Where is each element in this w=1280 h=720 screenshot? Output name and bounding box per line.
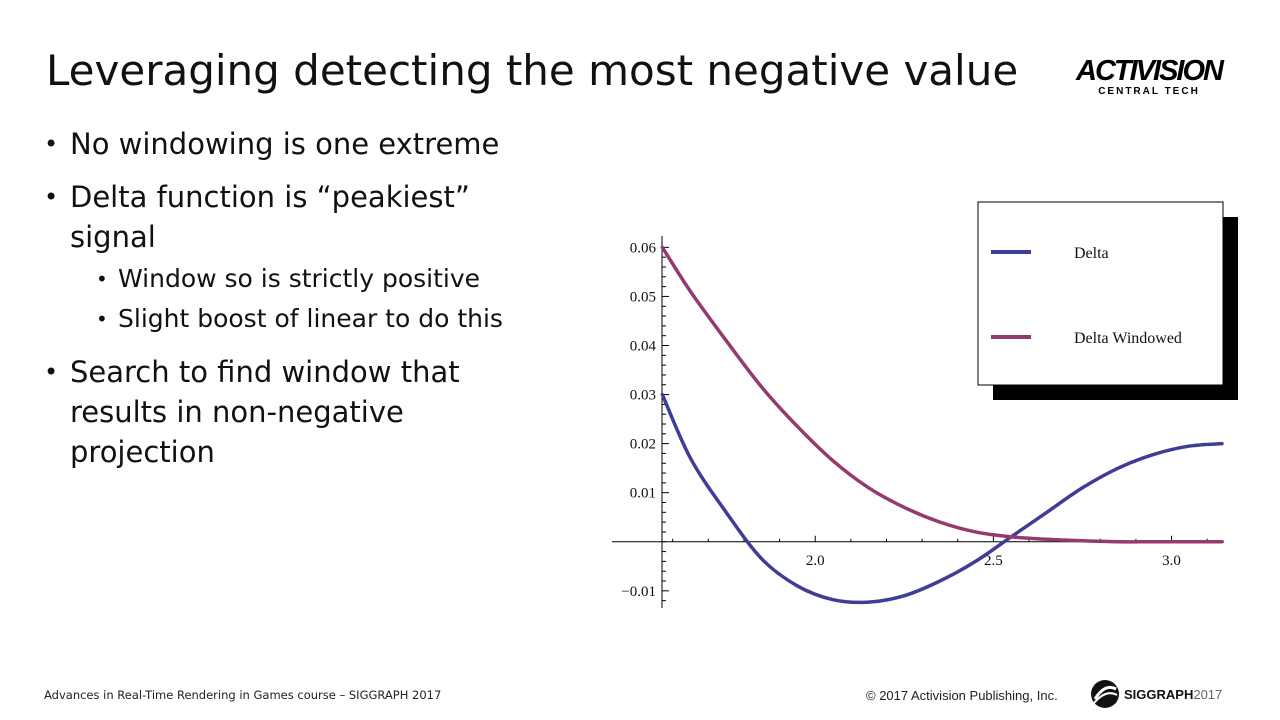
- bullet-dot: •: [44, 358, 59, 386]
- bullet-item: • No windowing is one extreme: [44, 124, 564, 164]
- siggraph-logo: SIGGRAPH2017: [1090, 678, 1222, 710]
- sub-bullet-item: • Slight boost of linear to do this: [70, 299, 564, 339]
- x-tick-label: 2.5: [984, 553, 1003, 569]
- bullet-text: No windowing is one extreme: [70, 127, 500, 161]
- sub-bullet-text: Window so is strictly positive: [118, 264, 481, 293]
- bullet-text: Delta function is “peakiest” signal: [70, 180, 470, 254]
- logo-subtitle: CENTRAL TECH: [1098, 86, 1200, 97]
- y-tick-label: 0.03: [630, 388, 656, 404]
- sub-bullet-item: • Window so is strictly positive: [70, 259, 564, 299]
- y-tick-label: 0.06: [630, 240, 657, 256]
- siggraph-name: SIGGRAPH: [1124, 686, 1194, 702]
- y-tick-label: 0.05: [630, 289, 656, 305]
- bullet-list: • No windowing is one extreme • Delta funct…: [44, 124, 564, 485]
- x-tick-label: 3.0: [1162, 553, 1181, 569]
- siggraph-mark-icon: [1091, 680, 1119, 708]
- y-tick-label: 0.01: [630, 486, 656, 502]
- y-tick-label: 0.04: [630, 338, 657, 354]
- siggraph-year: 2017: [1193, 686, 1223, 702]
- slide-title: Leveraging detecting the most negative v…: [46, 46, 1019, 95]
- legend-box: [977, 201, 1224, 386]
- logo-wordmark: Activision: [1076, 55, 1224, 87]
- series-line: [660, 392, 1224, 605]
- series-line: [660, 245, 1224, 544]
- legend-label: Delta Windowed: [1074, 330, 1182, 347]
- y-tick-label: 0.02: [630, 437, 656, 453]
- legend-label: Delta: [1074, 245, 1109, 262]
- bullet-dot: •: [96, 267, 108, 291]
- bullet-text: Search to find window that results in no…: [70, 355, 460, 469]
- activision-central-tech-logo: Activision CENTRAL TECH: [1076, 55, 1224, 102]
- line-chart: 2.0 2.5 3.0 −0.01 0.01 0.02 0.03 0.04 0.05 0.06 De…: [612, 201, 1238, 608]
- bullet-item: • Search to find window that results in n…: [44, 352, 564, 472]
- course-footer: Advances in Real-Time Rendering in Games…: [44, 688, 442, 702]
- y-tick-label: −0.01: [621, 584, 656, 600]
- copyright-notice: © 2017 Activision Publishing, Inc.: [866, 688, 1058, 703]
- x-tick-label: 2.0: [806, 553, 825, 569]
- bullet-dot: •: [44, 183, 59, 211]
- bullet-dot: •: [44, 130, 59, 158]
- sub-bullet-list: • Window so is strictly positive • Slight b…: [70, 259, 564, 339]
- sub-bullet-text: Slight boost of linear to do this: [118, 304, 503, 333]
- bullet-item: • Delta function is “peakiest” signal • Win…: [44, 177, 564, 339]
- bullet-dot: •: [96, 307, 108, 331]
